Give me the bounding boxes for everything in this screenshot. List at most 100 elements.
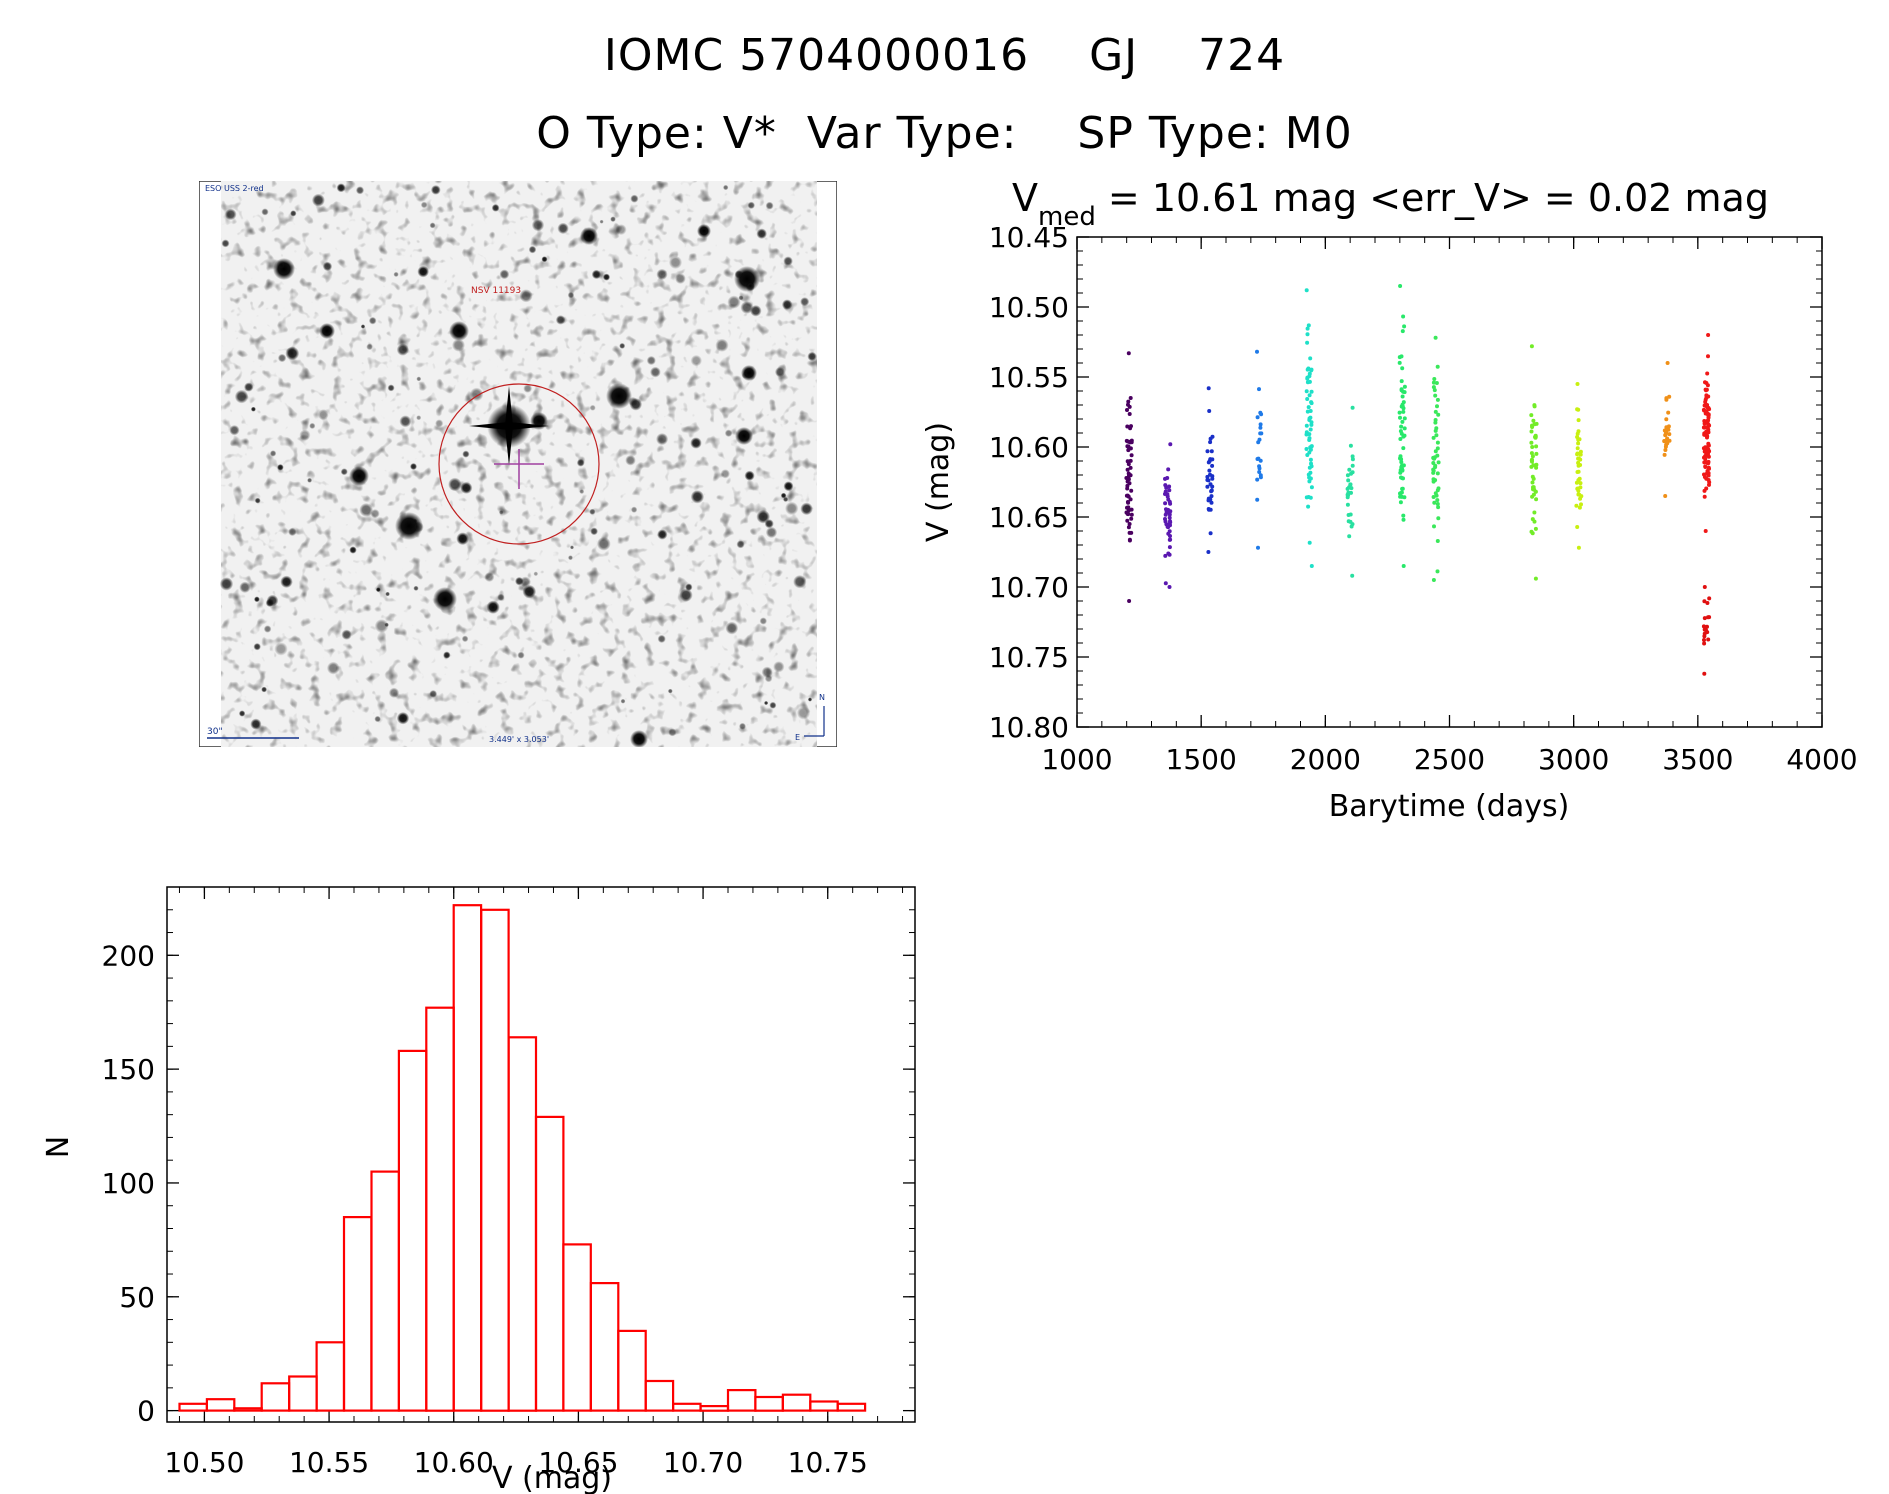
lc-point xyxy=(1578,452,1583,457)
lc-point xyxy=(1702,627,1707,632)
lc-point xyxy=(1398,284,1403,288)
hist-bar xyxy=(205,1398,236,1412)
lc-point xyxy=(1166,467,1171,472)
lc-point xyxy=(1706,637,1711,642)
lc-point xyxy=(1305,380,1310,385)
lc-point xyxy=(1126,351,1131,356)
lc-point xyxy=(1704,409,1709,414)
lc-point xyxy=(1257,387,1261,392)
lc-point xyxy=(1305,367,1310,372)
hist-bar xyxy=(836,1402,867,1412)
star xyxy=(657,634,666,643)
lc-point xyxy=(1305,409,1310,414)
lc-point xyxy=(1667,438,1672,443)
star xyxy=(336,183,346,193)
lc-point xyxy=(1663,448,1668,452)
lc-point xyxy=(1529,440,1534,445)
star xyxy=(750,305,762,317)
lc-point xyxy=(1401,517,1406,522)
lc-point xyxy=(1124,493,1129,498)
lc-ytick-label: 10.80 xyxy=(989,711,1069,744)
lc-point xyxy=(1435,471,1440,476)
lc-point xyxy=(1126,477,1131,482)
lc-point xyxy=(1401,409,1406,414)
hist-xtick-label: 10.75 xyxy=(788,1446,868,1479)
star xyxy=(741,371,749,379)
star xyxy=(290,210,297,217)
hist-bars xyxy=(178,904,867,1412)
star xyxy=(650,366,661,378)
star xyxy=(261,686,267,693)
lc-point xyxy=(1205,484,1210,489)
star xyxy=(744,470,755,481)
star xyxy=(238,710,246,717)
star xyxy=(746,281,755,291)
star xyxy=(690,437,702,449)
lc-point xyxy=(1398,500,1403,505)
lc-point xyxy=(1308,495,1313,500)
lc-point xyxy=(1400,394,1405,399)
star xyxy=(807,351,817,362)
star xyxy=(690,490,705,504)
lc-point xyxy=(1125,486,1130,491)
star xyxy=(783,256,793,266)
hist-bar xyxy=(178,1402,208,1412)
north-label: N xyxy=(819,693,825,702)
star xyxy=(461,635,469,643)
crosshair-icon xyxy=(494,449,544,489)
star xyxy=(410,463,417,470)
lc-point xyxy=(1702,641,1707,646)
lc-point xyxy=(1534,465,1539,470)
lc-point xyxy=(1707,596,1712,601)
hist-bar xyxy=(507,1036,538,1412)
lc-point xyxy=(1125,424,1130,429)
lc-point xyxy=(1347,534,1352,539)
star xyxy=(756,228,767,239)
lc-point xyxy=(1398,454,1403,459)
hist-xtick-label: 10.70 xyxy=(663,1446,743,1479)
lc-point xyxy=(1578,481,1583,486)
lc-point xyxy=(1434,426,1439,431)
star xyxy=(589,508,596,515)
lc-point xyxy=(1706,478,1711,482)
star xyxy=(619,342,626,349)
lc-point xyxy=(1208,531,1213,536)
star xyxy=(499,269,510,280)
star xyxy=(435,419,444,428)
star xyxy=(374,619,389,633)
star xyxy=(555,315,566,325)
star xyxy=(668,728,677,737)
lc-point xyxy=(1664,431,1669,435)
star xyxy=(579,489,585,494)
lc-point xyxy=(1704,381,1709,385)
lc-point xyxy=(1402,384,1407,389)
lc-point xyxy=(1435,404,1439,409)
lc-point xyxy=(1258,410,1263,415)
star xyxy=(420,201,428,209)
lc-point xyxy=(1167,545,1172,550)
lc-point xyxy=(1534,421,1539,426)
lc-point xyxy=(1432,524,1436,529)
lc-point xyxy=(1397,360,1402,365)
lc-point xyxy=(1126,474,1131,478)
lc-ytick-label: 10.65 xyxy=(989,501,1069,534)
lc-point xyxy=(1308,415,1313,420)
lc-point xyxy=(1578,449,1583,454)
lc-point xyxy=(1576,418,1581,423)
star xyxy=(630,506,638,513)
star xyxy=(276,260,286,270)
lc-point xyxy=(1578,457,1583,462)
lc-point xyxy=(1432,388,1437,393)
hist-ylabel: N xyxy=(41,1136,76,1158)
star xyxy=(497,593,505,601)
lc-point xyxy=(1257,470,1262,474)
lc-point xyxy=(1309,367,1314,372)
star xyxy=(528,245,537,254)
lc-point xyxy=(1533,435,1538,440)
lc-point xyxy=(1124,438,1129,443)
star xyxy=(317,409,329,421)
star xyxy=(761,666,773,678)
lc-point xyxy=(1304,430,1309,435)
star xyxy=(517,651,525,659)
lc-point xyxy=(1400,468,1405,473)
